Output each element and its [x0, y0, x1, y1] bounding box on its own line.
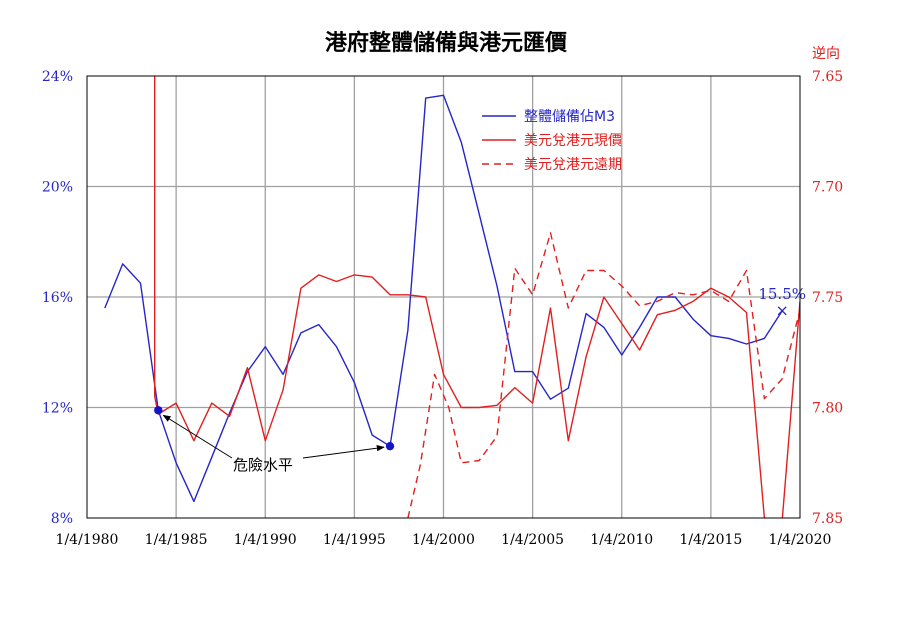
legend-label: 美元兌港元現價 — [524, 132, 622, 149]
x-tick-label: 1/4/2015 — [679, 532, 742, 548]
latest-point-marker — [777, 306, 787, 316]
series-layer — [104, 76, 800, 518]
left-tick-label: 20% — [42, 180, 73, 196]
x-tick-label: 1/4/2005 — [501, 532, 564, 548]
danger-level-label: 危險水平 — [233, 456, 293, 474]
right-tick-label: 7.70 — [812, 180, 843, 196]
right-tick-label: 7.80 — [812, 401, 843, 417]
right-axis-label: 逆向 — [812, 46, 840, 62]
left-tick-label: 24% — [42, 69, 73, 85]
danger-arrow — [162, 414, 233, 459]
series-line-1 — [104, 94, 783, 503]
x-tick-label: 1/4/2010 — [590, 532, 653, 548]
x-tick-label: 1/4/1985 — [145, 532, 208, 548]
legend-label: 美元兌港元遠期 — [524, 157, 622, 173]
right-tick-label: 7.75 — [812, 290, 843, 306]
latest-value-label: 15.5% — [758, 285, 806, 303]
right-tick-label: 7.65 — [812, 69, 843, 85]
x-tick-label: 1/4/2000 — [412, 532, 475, 548]
danger-arrow — [302, 444, 385, 459]
danger-point — [385, 441, 395, 451]
annotation-layer: 危險水平 15.5% — [154, 285, 806, 474]
left-axis-ticks: 8% 12% 16% 20% 24% — [42, 69, 73, 527]
right-axis-ticks: 7.65 7.70 7.75 7.80 7.85 — [812, 69, 843, 527]
left-tick-label: 12% — [42, 401, 73, 417]
grid — [87, 76, 800, 518]
x-tick-label: 1/4/1980 — [56, 532, 119, 548]
danger-point — [154, 406, 163, 415]
left-tick-label: 16% — [42, 290, 73, 306]
x-tick-label: 1/4/2020 — [769, 532, 832, 548]
right-tick-label: 7.85 — [812, 511, 843, 527]
left-tick-label: 8% — [51, 511, 73, 527]
x-tick-label: 1/4/1990 — [234, 532, 297, 548]
chart-title: 港府整體儲備與港元匯價 — [325, 30, 568, 56]
plot-frame — [86, 75, 801, 519]
series-line-2 — [153, 76, 800, 518]
x-axis-ticks: 1/4/1980 1/4/1985 1/4/1990 1/4/1995 1/4/2000… — [56, 532, 832, 548]
series-line-3 — [407, 232, 800, 518]
legend-label: 整體儲備佔M3 — [524, 109, 615, 125]
x-tick-label: 1/4/1995 — [323, 532, 386, 548]
